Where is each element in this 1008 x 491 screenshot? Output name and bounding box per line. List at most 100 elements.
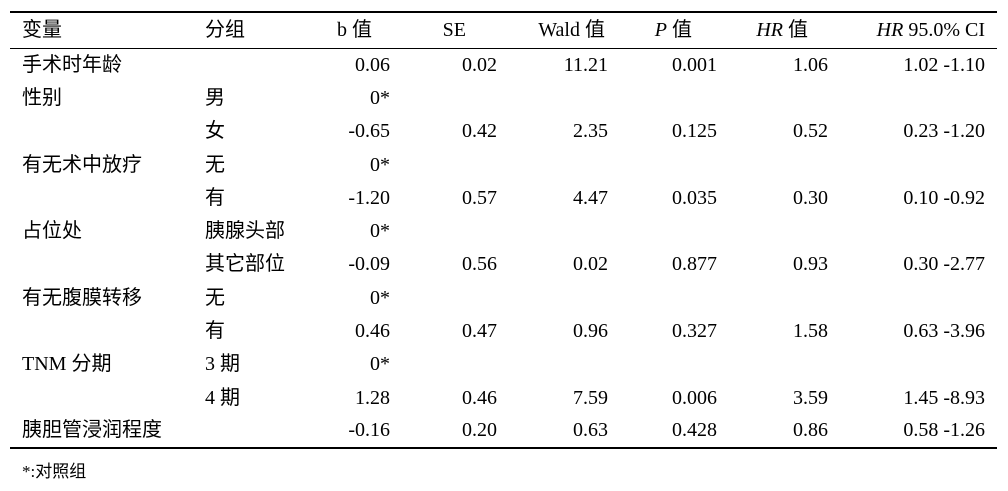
header-variable: 变量: [22, 19, 62, 42]
cell-b: 0*: [370, 353, 390, 376]
header-ci-symbol: HR: [876, 19, 904, 42]
cell-wald: 0.63: [573, 419, 608, 442]
header-se: SE: [442, 19, 466, 42]
cell-wald: [497, 148, 608, 181]
cell-hr: 0.30: [793, 186, 828, 209]
cell-se: 0.02: [462, 53, 497, 76]
cell-se: 0.46: [462, 386, 497, 409]
cell-hr: 0.93: [793, 253, 828, 276]
table-row: 性别 男 0*: [10, 81, 997, 114]
cell-hr: 3.59: [793, 386, 828, 409]
table-row: 胰胆管浸润程度 -0.16 0.20 0.63 0.428 0.86 0.58 …: [10, 414, 997, 448]
cell-p: 0.006: [672, 386, 717, 409]
cell-group: 3 期: [205, 353, 240, 376]
header-wald: Wald 值: [538, 19, 605, 42]
cell-wald: [497, 281, 608, 314]
cell-variable: [10, 381, 195, 414]
cell-group: 其它部位: [205, 253, 285, 276]
cell-b: 0.46: [355, 320, 390, 343]
table-row: 有 0.46 0.47 0.96 0.327 1.58 0.63 -3.96: [10, 314, 997, 347]
cell-wald: 2.35: [573, 120, 608, 143]
cell-b: -0.65: [348, 120, 390, 143]
table-row: 手术时年龄 0.06 0.02 11.21 0.001 1.06 1.02 -1…: [10, 48, 997, 81]
cell-group: 女: [205, 120, 225, 143]
cell-group: 胰腺头部: [205, 220, 285, 243]
table-row: 有无术中放疗 无 0*: [10, 148, 997, 181]
regression-table: 变量 分组 b 值 SE Wald 值 P 值 HR 值 HR 95.0% CI…: [10, 11, 997, 449]
cell-p: 0.001: [672, 53, 717, 76]
header-p-symbol: P: [654, 19, 667, 42]
cell-b: 1.28: [355, 386, 390, 409]
cell-b: -0.09: [348, 253, 390, 276]
cell-p: [608, 281, 717, 314]
cell-wald: [497, 81, 608, 114]
cell-b: 0*: [370, 153, 390, 176]
cell-ci: 0.63 -3.96: [903, 320, 985, 343]
cell-hr: [717, 348, 828, 381]
header-hr-value: HR 值: [717, 12, 828, 48]
cell-hr: [717, 148, 828, 181]
cell-variable: 性别: [22, 86, 62, 109]
cell-p: 0.125: [672, 120, 717, 143]
header-hr-symbol: HR: [756, 19, 783, 42]
cell-se: 0.57: [462, 186, 497, 209]
cell-wald: 7.59: [573, 386, 608, 409]
cell-variable: [10, 248, 195, 281]
cell-ci: [828, 148, 997, 181]
cell-b: 0.06: [355, 53, 390, 76]
cell-b: -0.16: [348, 419, 390, 442]
cell-wald: [497, 214, 608, 247]
table-row: TNM 分期 3 期 0*: [10, 348, 997, 381]
cell-variable: [10, 314, 195, 347]
table-row: 有 -1.20 0.57 4.47 0.035 0.30 0.10 -0.92: [10, 181, 997, 214]
cell-hr: [717, 214, 828, 247]
cell-hr: [717, 281, 828, 314]
cell-hr: 0.52: [793, 120, 828, 143]
cell-p: 0.035: [672, 186, 717, 209]
cell-se: 0.47: [462, 320, 497, 343]
table-row: 占位处 胰腺头部 0*: [10, 214, 997, 247]
cell-b: 0*: [370, 286, 390, 309]
cell-ci: [828, 348, 997, 381]
cell-se: 0.20: [462, 419, 497, 442]
cell-hr: 1.58: [793, 320, 828, 343]
header-group: 分组: [205, 19, 245, 42]
cell-group: [195, 414, 300, 447]
cell-p: [608, 348, 717, 381]
cell-ci: 0.23 -1.20: [903, 120, 985, 143]
table-row: 女 -0.65 0.42 2.35 0.125 0.52 0.23 -1.20: [10, 115, 997, 148]
cell-ci: 1.45 -8.93: [903, 386, 985, 409]
header-row: 变量 分组 b 值 SE Wald 值 P 值 HR 值 HR 95.0% CI: [10, 12, 997, 48]
cell-ci: 0.58 -1.26: [903, 419, 985, 442]
cell-se: [390, 148, 497, 181]
cell-variable: 手术时年龄: [22, 53, 122, 76]
cell-variable: [10, 181, 195, 214]
cell-wald: 0.96: [573, 320, 608, 343]
cell-variable: 胰胆管浸润程度: [22, 419, 162, 442]
cell-wald: 0.02: [573, 253, 608, 276]
cell-hr: [717, 81, 828, 114]
cell-ci: [828, 81, 997, 114]
cell-se: [390, 281, 497, 314]
cell-group: 无: [205, 153, 225, 176]
cell-variable: TNM 分期: [22, 353, 112, 376]
table-row: 有无腹膜转移 无 0*: [10, 281, 997, 314]
cell-ci: [828, 281, 997, 314]
cell-group: 有: [205, 186, 225, 209]
cell-b: -1.20: [348, 186, 390, 209]
cell-se: 0.42: [462, 120, 497, 143]
cell-group: 4 期: [205, 386, 240, 409]
cell-se: [390, 214, 497, 247]
cell-p: 0.428: [672, 419, 717, 442]
header-p-suffix: 值: [667, 19, 692, 42]
cell-group: 有: [205, 320, 225, 343]
header-hr-suffix: 值: [783, 19, 808, 42]
cell-ci: 0.10 -0.92: [903, 186, 985, 209]
cell-p: 0.877: [672, 253, 717, 276]
header-p-value: P 值: [608, 12, 717, 48]
cell-b: 0*: [370, 86, 390, 109]
cell-hr: 1.06: [793, 53, 828, 76]
cell-variable: 有无腹膜转移: [22, 286, 142, 309]
cell-variable: [10, 115, 195, 148]
cell-ci: [828, 214, 997, 247]
